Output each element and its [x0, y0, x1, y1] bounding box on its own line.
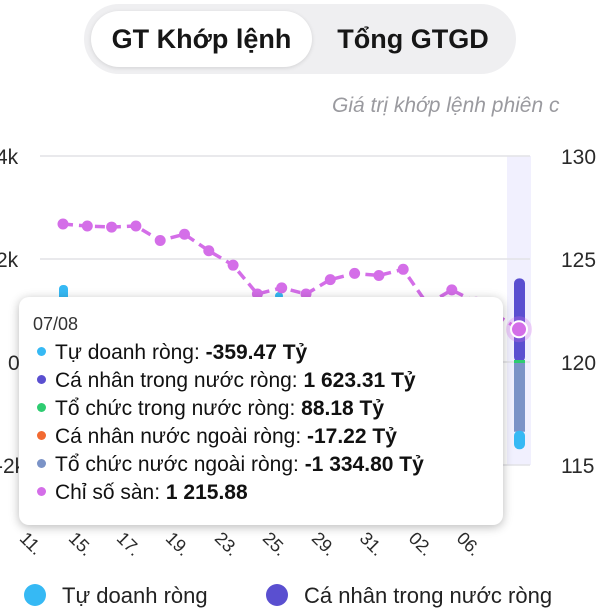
point-chi-so-san [203, 245, 215, 257]
tooltip-date: 07/08 [33, 314, 79, 334]
y-right-tick-115: 115 [561, 455, 595, 478]
bar-to-chuc-trong-nuoc [514, 360, 525, 363]
point-chi-so-san [57, 218, 69, 230]
point-chi-so-san [179, 228, 190, 240]
y-right-tick-125: 125 [561, 249, 597, 272]
legend-dot-icon [37, 374, 46, 384]
y-left-tick-neg2k: -2k [0, 455, 26, 478]
point-chi-so-san [276, 282, 288, 294]
point-chi-so-san [373, 269, 385, 281]
tab-gt-khop-lenh[interactable]: GT Khớp lệnh [91, 11, 312, 67]
bar-ca-nhan-trong-nuoc [514, 278, 525, 362]
point-chi-so-san-selected [510, 320, 528, 339]
bar-to-chuc-nuoc-ngoai [514, 363, 525, 432]
point-chi-so-san [324, 274, 336, 286]
point-chi-so-san [300, 288, 312, 300]
tooltip-row-ca-nhan-trong-nuoc: Cá nhân trong nước ròng: 1 623.31 Tỷ [37, 369, 416, 393]
y-left-tick-0: 0 [8, 352, 20, 375]
chart-tooltip: 07/08 Tự doanh ròng: -359.47 Tỷ Cá nhân … [19, 297, 503, 525]
point-chi-so-san [251, 288, 263, 300]
y-left-tick-4k: 4k [0, 146, 19, 169]
legend-dot-icon [37, 402, 46, 412]
point-chi-so-san [349, 267, 361, 279]
legend-dot-icon [37, 486, 46, 496]
legend-dot-icon [37, 430, 46, 440]
point-chi-so-san [130, 220, 142, 232]
tooltip-row-chi-so-san: Chỉ số sàn: 1 215.88 [37, 481, 248, 505]
point-chi-so-san [154, 234, 166, 246]
point-chi-so-san [397, 263, 409, 275]
tooltip-row-tu-doanh: Tự doanh ròng: -359.47 Tỷ [37, 341, 307, 365]
chart-subtitle: Giá trị khớp lệnh phiên c [332, 94, 560, 117]
point-chi-so-san [227, 259, 239, 271]
legend-dot-icon [266, 584, 288, 607]
tooltip-row-ca-nhan-nuoc-ngoai: Cá nhân nước ngoài ròng: -17.22 Tỷ [37, 425, 397, 449]
tooltip-row-to-chuc-trong-nuoc: Tổ chức trong nước ròng: 88.18 Tỷ [37, 397, 384, 421]
point-chi-so-san [106, 221, 118, 233]
bar-tu-doanh [514, 430, 525, 450]
point-chi-so-san [446, 284, 458, 296]
tooltip-row-to-chuc-nuoc-ngoai: Tổ chức nước ngoài ròng: -1 334.80 Tỷ [37, 453, 424, 477]
legend-dot-icon [24, 584, 46, 607]
point-chi-so-san [81, 220, 93, 232]
legend-item-ca-nhan-trong-nuoc[interactable]: Cá nhân trong nước ròng [266, 583, 552, 609]
y-left-tick-2k: 2k [0, 249, 19, 272]
legend-dot-icon [37, 458, 46, 468]
y-right-tick-120: 120 [561, 352, 597, 375]
tab-tong-gtgd[interactable]: Tổng GTGD [337, 24, 489, 54]
y-right-tick-130: 130 [561, 146, 597, 169]
tab-switcher: GT Khớp lệnh Tổng GTGD [84, 4, 516, 74]
legend-dot-icon [37, 346, 46, 356]
legend-item-tu-doanh[interactable]: Tự doanh ròng [24, 583, 208, 609]
